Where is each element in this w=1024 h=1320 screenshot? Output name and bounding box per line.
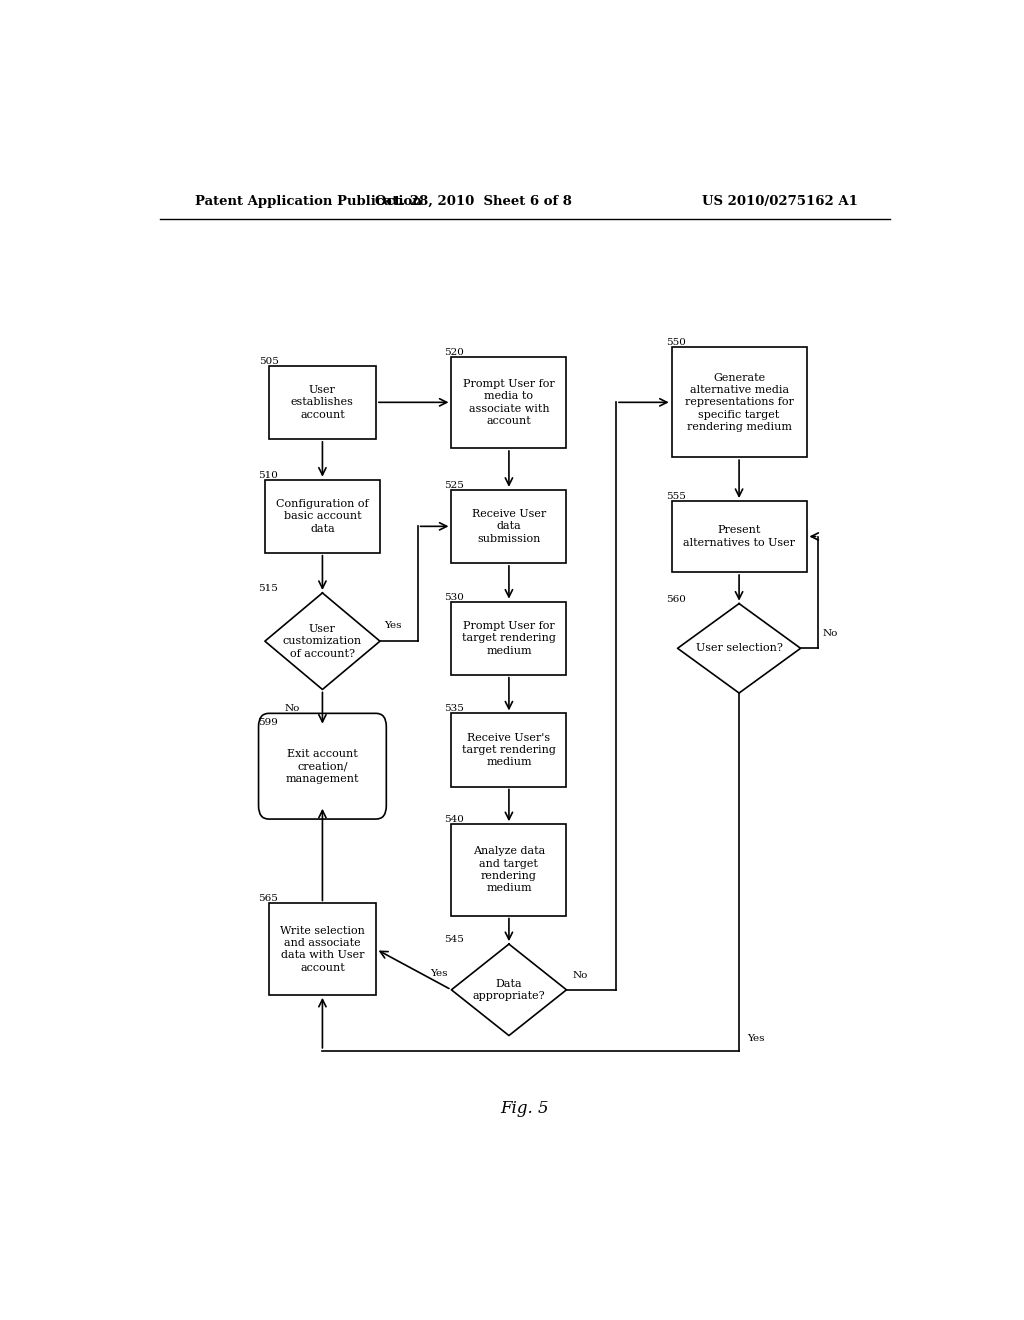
Text: Prompt User for
target rendering
medium: Prompt User for target rendering medium — [462, 620, 556, 656]
Text: Present
alternatives to User: Present alternatives to User — [683, 525, 795, 548]
Text: User
customization
of account?: User customization of account? — [283, 624, 362, 659]
Text: Write selection
and associate
data with User
account: Write selection and associate data with … — [280, 925, 365, 973]
Text: US 2010/0275162 A1: US 2010/0275162 A1 — [702, 194, 858, 207]
Text: No: No — [285, 704, 300, 713]
Polygon shape — [452, 944, 566, 1036]
FancyBboxPatch shape — [265, 479, 380, 553]
FancyBboxPatch shape — [452, 602, 566, 675]
FancyBboxPatch shape — [269, 903, 376, 995]
Text: 550: 550 — [666, 338, 686, 347]
Text: Generate
alternative media
representations for
specific target
rendering medium: Generate alternative media representatio… — [685, 372, 794, 432]
Text: 510: 510 — [258, 471, 279, 479]
Text: 565: 565 — [258, 895, 279, 903]
Text: No: No — [572, 972, 588, 979]
Text: Prompt User for
media to
associate with
account: Prompt User for media to associate with … — [463, 379, 555, 426]
Text: 535: 535 — [443, 705, 464, 713]
Text: Yes: Yes — [384, 622, 401, 631]
Polygon shape — [678, 603, 801, 693]
Text: Receive User
data
submission: Receive User data submission — [472, 510, 546, 544]
FancyBboxPatch shape — [452, 713, 566, 787]
Text: 525: 525 — [443, 480, 464, 490]
Text: User
establishes
account: User establishes account — [291, 385, 354, 420]
Text: 560: 560 — [666, 594, 686, 603]
Text: Fig. 5: Fig. 5 — [501, 1101, 549, 1117]
FancyBboxPatch shape — [672, 500, 807, 572]
FancyBboxPatch shape — [452, 356, 566, 447]
Text: 555: 555 — [666, 492, 686, 500]
Text: Patent Application Publication: Patent Application Publication — [196, 194, 422, 207]
Polygon shape — [265, 593, 380, 689]
Text: User selection?: User selection? — [695, 643, 782, 653]
FancyBboxPatch shape — [258, 713, 386, 818]
FancyBboxPatch shape — [672, 347, 807, 457]
Text: 545: 545 — [443, 935, 464, 944]
Text: Data
appropriate?: Data appropriate? — [473, 978, 545, 1001]
Text: 599: 599 — [258, 718, 279, 726]
Text: Analyze data
and target
rendering
medium: Analyze data and target rendering medium — [473, 846, 545, 894]
Text: 505: 505 — [259, 356, 279, 366]
Text: Yes: Yes — [748, 1034, 765, 1043]
FancyBboxPatch shape — [452, 490, 566, 562]
Text: Oct. 28, 2010  Sheet 6 of 8: Oct. 28, 2010 Sheet 6 of 8 — [375, 194, 571, 207]
Text: Receive User's
target rendering
medium: Receive User's target rendering medium — [462, 733, 556, 767]
Text: 520: 520 — [443, 347, 464, 356]
FancyBboxPatch shape — [269, 366, 376, 440]
Text: Yes: Yes — [430, 969, 447, 978]
Text: 530: 530 — [443, 593, 464, 602]
FancyBboxPatch shape — [452, 824, 566, 916]
Text: Configuration of
basic account
data: Configuration of basic account data — [276, 499, 369, 533]
Text: No: No — [822, 628, 838, 638]
Text: 540: 540 — [443, 816, 464, 824]
Text: 515: 515 — [258, 583, 279, 593]
Text: Exit account
creation/
management: Exit account creation/ management — [286, 748, 359, 784]
